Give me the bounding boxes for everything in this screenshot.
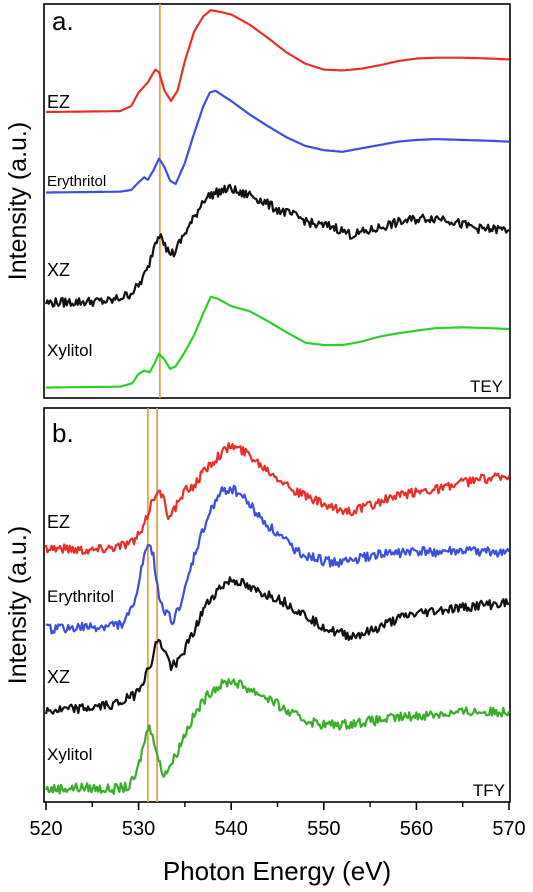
panel-b-series [44, 442, 511, 795]
panel-b-series-label-erythritol: Erythritol [47, 587, 114, 606]
x-tick-label-540: 540 [215, 818, 248, 840]
panel-a-series-ez [46, 9, 510, 114]
panel-b-series-ez [44, 442, 511, 555]
x-axis-label: Photon Energy (eV) [163, 856, 391, 886]
panel-b-label: b. [52, 418, 74, 448]
panel-b-series-erythritol [45, 484, 510, 635]
panel-a-series-xylitol [46, 295, 509, 389]
panel-a-series-label-ez: EZ [47, 92, 70, 112]
panel-b-tfy: EZ Erythritol XZ Xylitol b. TFY [43, 407, 511, 803]
panel-b-mode-label: TFY [473, 781, 505, 800]
panel-a-series-label-xz: XZ [47, 260, 70, 280]
panel-b-series-xylitol [45, 678, 511, 795]
panel-a-label: a. [52, 6, 74, 36]
panel-a-series [44, 9, 510, 389]
panel-b-series-label-xylitol: Xylitol [47, 745, 92, 764]
panel-b-series-label-ez: EZ [47, 512, 70, 532]
panel-a-series-labels: EZ Erythritol XZ Xylitol [47, 92, 106, 360]
x-tick-label-530: 530 [122, 818, 155, 840]
x-tick-label-520: 520 [29, 818, 62, 840]
panel-b-series-xz [44, 576, 510, 715]
x-tick-label-570: 570 [492, 818, 525, 840]
panel-a-series-erythritol [46, 89, 510, 194]
panel-a-mode-label: TEY [470, 377, 503, 396]
y-axis-label-b: Intensity (a.u.) [4, 526, 32, 684]
panel-b-reference-lines [146, 408, 159, 802]
x-axis: 520 530 540 550 560 570 [29, 802, 526, 840]
x-tick-label-560: 560 [400, 818, 433, 840]
panel-a-frame [43, 3, 511, 399]
panel-a-series-xz [44, 183, 510, 308]
panel-a-tey: EZ Erythritol XZ Xylitol a. TEY [43, 3, 511, 399]
panel-a-series-label-erythritol: Erythritol [47, 173, 106, 190]
x-tick-label-550: 550 [307, 818, 340, 840]
panel-b-series-labels: EZ Erythritol XZ Xylitol [47, 512, 114, 764]
y-axis-label-a: Intensity (a.u.) [4, 122, 32, 280]
panel-a-series-label-xylitol: Xylitol [47, 341, 92, 360]
panel-b-series-label-xz: XZ [47, 667, 70, 687]
